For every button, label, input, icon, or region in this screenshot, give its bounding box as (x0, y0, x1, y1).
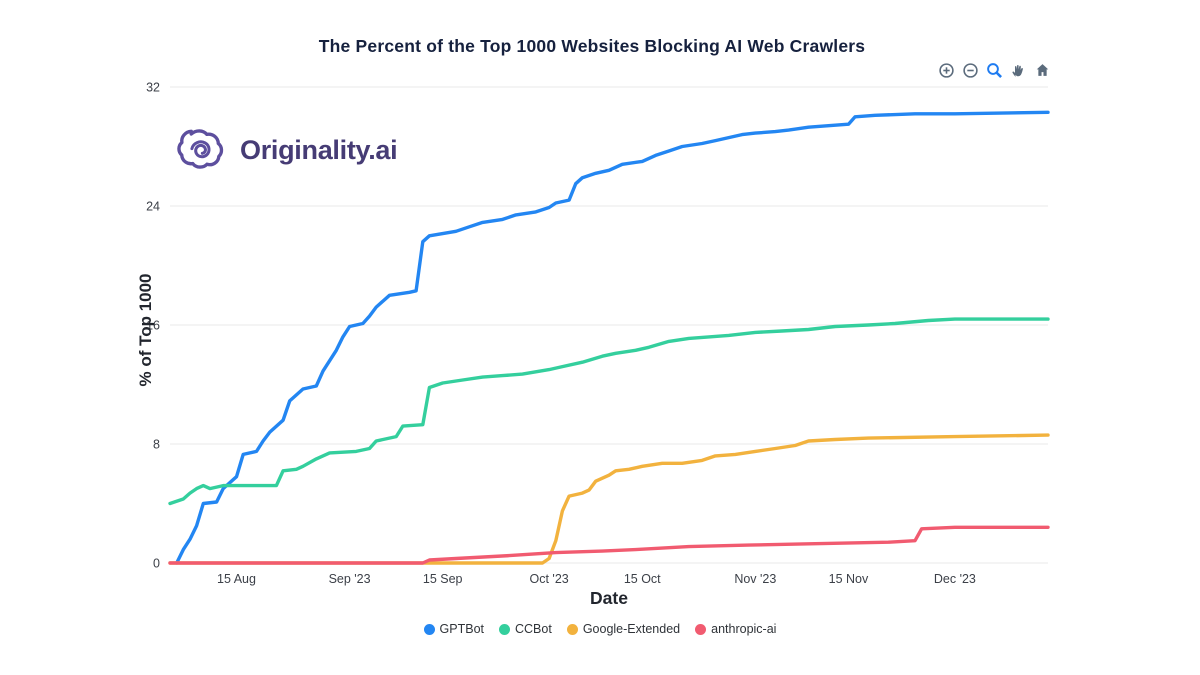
legend-marker-icon (499, 623, 510, 635)
originality-logo: Originality.ai (172, 122, 398, 179)
legend-label: GPTBot (439, 622, 484, 636)
pan-hand-icon[interactable] (1009, 61, 1028, 80)
legend-item-Google-Extended[interactable]: Google-Extended (566, 622, 681, 636)
legend-marker-icon (566, 623, 578, 635)
zoom-out-icon[interactable] (961, 61, 980, 80)
modebar (937, 61, 1052, 80)
y-tick-label: 24 (146, 200, 160, 214)
x-axis-label: Date (590, 588, 628, 608)
series-line-Google-Extended (168, 433, 1050, 565)
legend-item-CCBot[interactable]: CCBot (499, 622, 552, 636)
legend-marker-icon (695, 623, 707, 635)
x-tick-label: Sep '23 (329, 572, 371, 586)
x-tick-label: Oct '23 (530, 572, 569, 586)
legend-item-anthropic-ai[interactable]: anthropic-ai (695, 622, 776, 636)
x-tick-label: 15 Aug (217, 572, 256, 586)
legend-label: CCBot (515, 622, 552, 636)
y-axis-label: % of Top 1000 (136, 273, 155, 387)
y-tick-label: 8 (153, 438, 160, 452)
series-line-anthropic-ai (168, 525, 1050, 565)
x-tick-label: Nov '23 (734, 572, 776, 586)
legend-item-GPTBot[interactable]: GPTBot (423, 622, 484, 636)
legend-marker-icon (423, 623, 435, 635)
x-tick-label: 15 Sep (423, 572, 463, 586)
y-tick-label: 32 (146, 81, 160, 95)
y-tick-label: 16 (146, 319, 160, 333)
series-line-GPTBot (174, 110, 1050, 565)
y-tick-label: 0 (153, 557, 160, 571)
brain-icon (172, 122, 230, 179)
series-line-CCBot (168, 317, 1050, 506)
chart-title: The Percent of the Top 1000 Websites Blo… (318, 36, 866, 56)
box-zoom-icon[interactable] (985, 61, 1004, 80)
x-tick-label: Dec '23 (934, 572, 976, 586)
logo-text: Originality.ai (240, 135, 398, 165)
legend: GPTBot CCBot Google-Extended anthropic-ai (0, 622, 1200, 636)
x-tick-label: 15 Oct (624, 572, 661, 586)
legend-label: anthropic-ai (711, 622, 777, 636)
zoom-in-icon[interactable] (937, 61, 956, 80)
home-reset-icon[interactable] (1033, 61, 1052, 80)
legend-label: Google-Extended (582, 622, 681, 636)
x-tick-label: 15 Nov (829, 572, 869, 586)
